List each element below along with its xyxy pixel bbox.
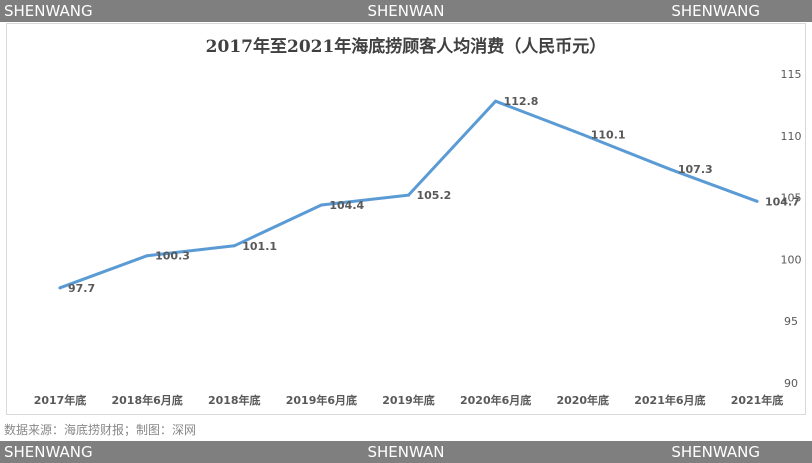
data-point	[668, 167, 672, 171]
x-tick-label: 2018年底	[208, 393, 261, 407]
y-tick-label: 115	[781, 68, 802, 81]
y-tick-label: 95	[784, 315, 798, 328]
chart-area	[6, 23, 806, 415]
y-tick-label: 105	[781, 192, 802, 205]
data-label: 104.4	[329, 199, 364, 212]
x-tick-label: 2019年底	[382, 393, 435, 407]
y-tick-label: 110	[781, 130, 802, 143]
source-note: 数据来源：海底捞财报；制图：深网	[4, 423, 197, 437]
data-point	[232, 244, 236, 248]
data-label: 107.3	[678, 163, 713, 176]
x-tick-label: 2020年6月底	[460, 393, 531, 407]
top-watermark-bar: SHENWANG SHENWAN SHENWANG	[0, 0, 812, 22]
watermark-right: SHENWANG	[671, 2, 760, 20]
y-tick-label: 100	[781, 253, 802, 266]
data-point	[407, 193, 410, 197]
x-tick-label: 2019年6月底	[286, 393, 357, 407]
data-point	[581, 133, 585, 137]
chart-title: 2017年至2021年海底捞顾客人均消费（人民币元）	[206, 36, 607, 57]
data-label: 110.1	[591, 129, 626, 142]
watermark-left: SHENWANG	[4, 443, 93, 461]
x-tick-label: 2017年底	[34, 393, 87, 407]
watermark-left: SHENWANG	[4, 2, 93, 20]
data-point	[494, 99, 498, 103]
data-point	[319, 203, 323, 207]
data-label: 101.1	[242, 240, 277, 253]
x-tick-label: 2020年底	[556, 393, 609, 407]
watermark-center: SHENWAN	[367, 443, 445, 461]
data-label: 105.2	[417, 189, 452, 202]
x-tick-label: 2021年底	[731, 393, 784, 407]
watermark-right: SHENWANG	[671, 443, 760, 461]
x-tick-label: 2018年6月底	[111, 393, 182, 407]
bottom-watermark-bar: SHENWANG SHENWAN SHENWANG	[0, 441, 812, 463]
data-label: 100.3	[155, 250, 190, 263]
x-tick-label: 2021年6月底	[634, 393, 705, 407]
data-label: 104.7	[765, 195, 800, 208]
data-point	[58, 286, 62, 290]
data-label: 112.8	[504, 95, 539, 108]
data-point	[755, 199, 759, 203]
y-tick-label: 90	[784, 377, 798, 390]
data-label: 97.7	[68, 282, 95, 295]
data-point	[145, 254, 149, 258]
watermark-center: SHENWAN	[367, 2, 445, 20]
